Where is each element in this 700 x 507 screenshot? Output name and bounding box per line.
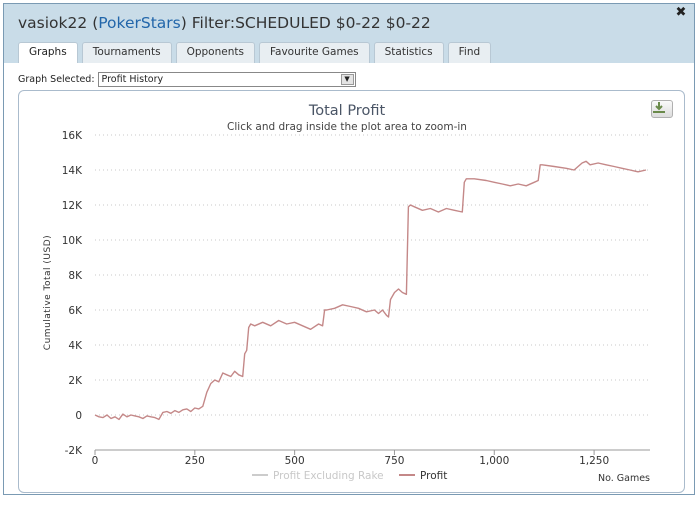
window-header: vasiok22 (PokerStars) Filter:SCHEDULED $…	[4, 4, 694, 63]
tab-opponents[interactable]: Opponents	[175, 42, 255, 63]
graph-selector-row: Graph Selected: Profit History ▼	[18, 72, 356, 87]
y-tick-label: 14K	[62, 165, 83, 177]
chart-subtitle: Click and drag inside the plot area to z…	[227, 121, 467, 133]
x-tick-label: 500	[285, 455, 305, 467]
graph-selected-label: Graph Selected:	[18, 74, 95, 85]
filter-text: Filter:SCHEDULED $0-22 $0-22	[191, 14, 431, 32]
profit-chart[interactable]: Total Profit Click and drag inside the pl…	[19, 91, 686, 494]
graph-select-dropdown[interactable]: Profit History ▼	[97, 72, 356, 87]
close-paren: )	[180, 14, 187, 32]
legend-label-profit-excluding-rake: Profit Excluding Rake	[273, 470, 384, 482]
player-name: vasiok22	[18, 14, 88, 32]
site-link[interactable]: PokerStars	[98, 14, 181, 32]
tab-graphs[interactable]: Graphs	[18, 42, 78, 63]
x-tick-label: 750	[384, 455, 404, 467]
y-tick-label: 16K	[62, 130, 83, 142]
y-tick-label: 4K	[68, 340, 83, 352]
chart-title: Total Profit	[308, 103, 386, 119]
chart-panel[interactable]: Total Profit Click and drag inside the pl…	[18, 90, 685, 493]
y-tick-label: 2K	[68, 375, 83, 387]
y-tick-label: 0	[75, 410, 82, 422]
profit-series-line	[94, 160, 647, 421]
y-tick-label: 12K	[62, 200, 83, 212]
close-icon[interactable]: ✖	[675, 5, 687, 20]
x-tick-label: 250	[185, 455, 205, 467]
chevron-down-icon[interactable]: ▼	[340, 74, 354, 85]
tab-bar: Graphs Tournaments Opponents Favourite G…	[18, 42, 495, 63]
x-axis-label: No. Games	[598, 473, 650, 484]
x-tick-label: 1,250	[579, 455, 609, 467]
download-icon[interactable]	[651, 100, 673, 118]
window-title: vasiok22 (PokerStars) Filter:SCHEDULED $…	[18, 14, 431, 32]
tab-favourite-games[interactable]: Favourite Games	[258, 42, 370, 63]
y-tick-label: -2K	[65, 445, 83, 457]
y-tick-label: 6K	[68, 305, 83, 317]
x-tick-label: 1,000	[479, 455, 509, 467]
open-paren: (	[92, 14, 99, 32]
legend-label-profit: Profit	[420, 470, 447, 482]
tab-statistics[interactable]: Statistics	[373, 42, 444, 63]
player-graph-window: vasiok22 (PokerStars) Filter:SCHEDULED $…	[3, 3, 695, 495]
tab-find[interactable]: Find	[447, 42, 492, 63]
graph-select-value: Profit History	[101, 74, 164, 85]
y-axis-label: Cumulative Total (USD)	[43, 235, 53, 350]
y-tick-label: 10K	[62, 235, 83, 247]
tab-tournaments[interactable]: Tournaments	[81, 42, 172, 63]
x-tick-label: 0	[92, 455, 99, 467]
y-tick-label: 8K	[68, 270, 83, 282]
